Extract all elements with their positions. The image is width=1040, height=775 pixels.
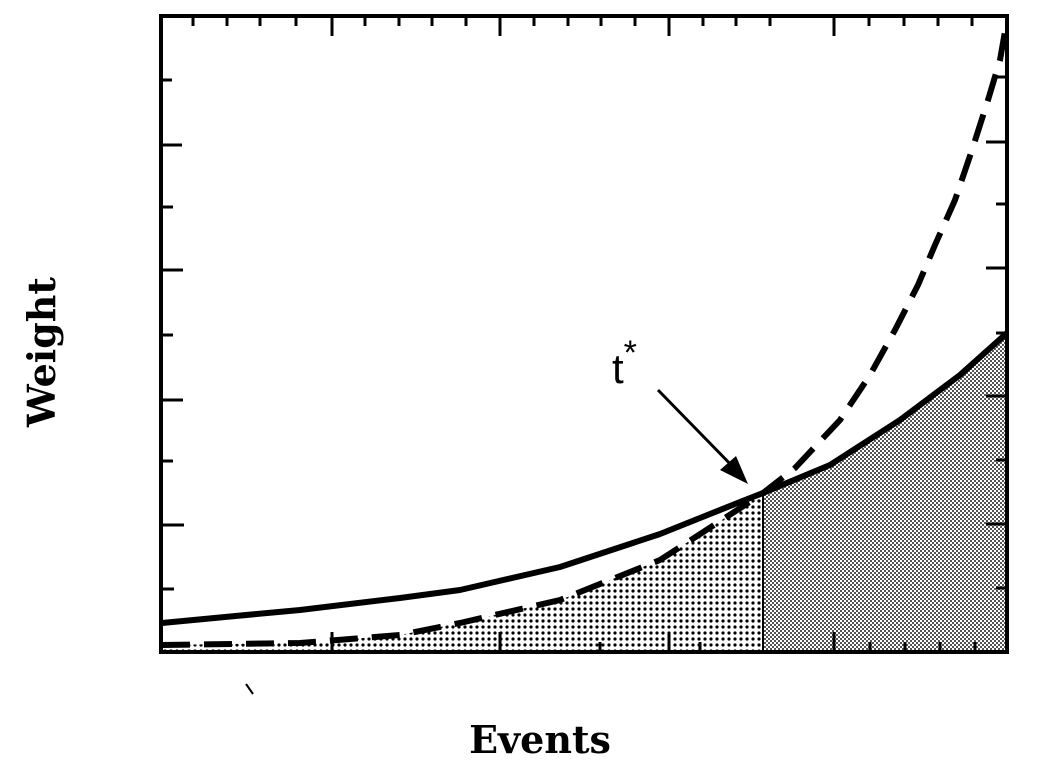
bottom-axis-ticks — [330, 632, 977, 652]
t-star-annotation: t* — [612, 334, 637, 392]
dark-crosshatch-region — [763, 333, 1007, 652]
annotation-superscript: * — [623, 334, 637, 372]
right-axis-ticks — [986, 75, 1007, 590]
light-dotted-region — [162, 493, 763, 652]
top-axis-ticks — [191, 16, 974, 36]
dashed-curve — [161, 19, 1010, 648]
annotation-base: t — [612, 345, 624, 392]
left-axis-ticks — [161, 78, 184, 591]
annotation-arrow — [656, 388, 748, 484]
solid-curve — [161, 330, 1009, 626]
y-axis-label: Weight — [19, 277, 64, 427]
x-axis-label: Events — [469, 717, 611, 762]
stray-mark — [245, 683, 254, 695]
